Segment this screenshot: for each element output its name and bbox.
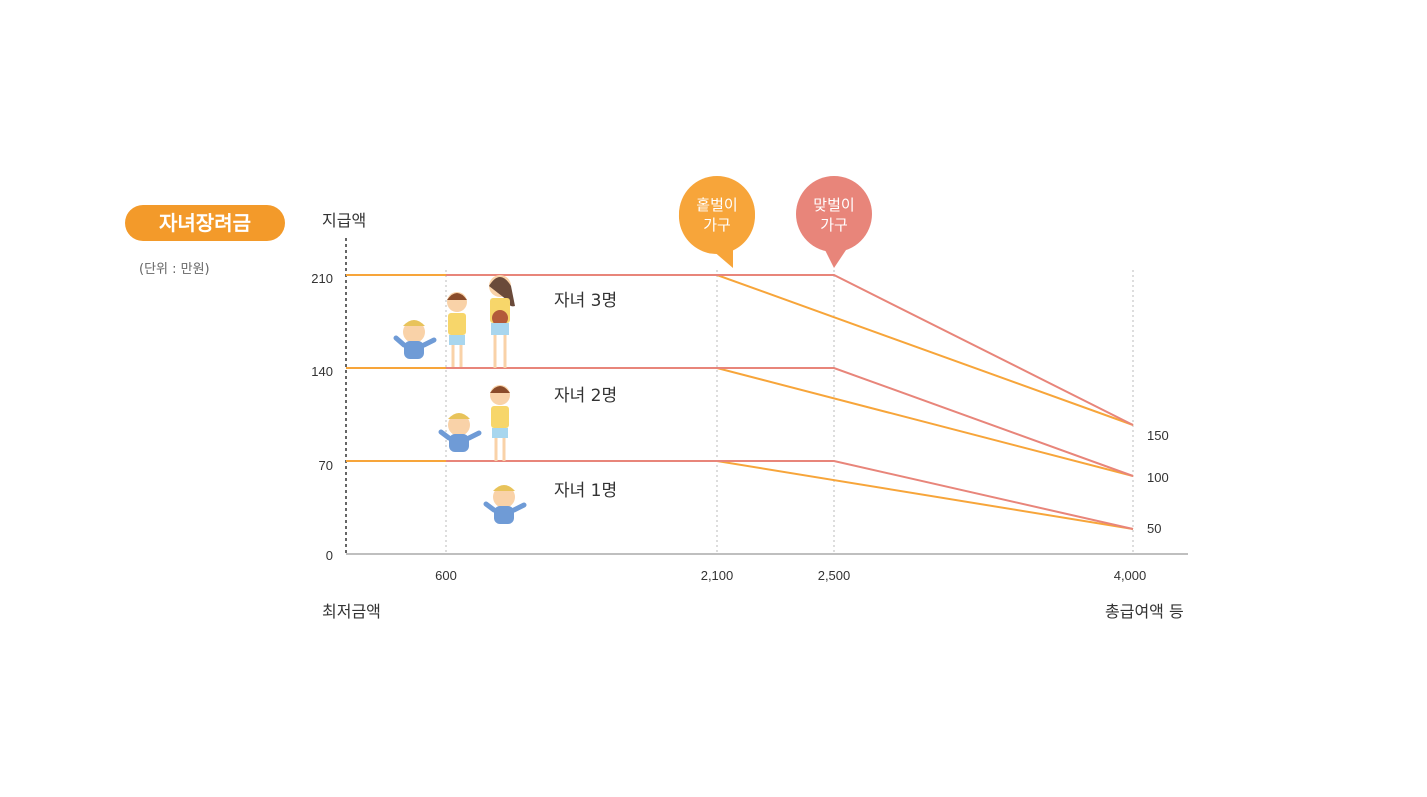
unit-note: (단위 : 만원)	[139, 262, 210, 277]
x-tick-label: 2,500	[818, 568, 851, 583]
dual-earner-bubble-circle	[796, 176, 872, 252]
x-axis-label-left: 최저금액	[322, 602, 381, 621]
y-tick-label: 140	[311, 364, 333, 379]
single-earner-bubble-line1: 홑벌이	[696, 196, 737, 214]
dual-earner-bubble-line1: 맞벌이	[813, 196, 854, 214]
baby-illustration	[393, 320, 437, 359]
dual-earner-bubble-line2: 가구	[820, 216, 848, 234]
series-line	[446, 460, 1134, 530]
x-tick-label: 600	[435, 568, 457, 583]
girl-illustration	[489, 275, 515, 368]
boy-illustration	[447, 292, 467, 367]
y-tick-label: 70	[319, 458, 333, 473]
end-value-label: 100	[1147, 470, 1169, 485]
y-tick-label: 210	[311, 271, 333, 286]
row-label-3-children: 자녀 3명	[554, 291, 617, 311]
title-badge: 자녀장려금	[125, 205, 285, 241]
row-label-1-child: 자녀 1명	[554, 481, 617, 501]
boy-illustration	[490, 385, 510, 461]
baby-illustration	[483, 485, 527, 524]
end-value-label: 150	[1147, 428, 1169, 443]
dual-earner-bubble-tail	[822, 244, 850, 268]
series-group	[346, 274, 1134, 530]
baby-illustration	[438, 413, 482, 452]
y-axis-label: 지급액	[322, 211, 367, 230]
children-illustration-1	[483, 485, 527, 524]
dual-earner-bubble: 맞벌이 가구	[796, 176, 872, 268]
x-tick-label: 2,100	[701, 568, 734, 583]
x-axis-label-right: 총급여액 등	[1105, 602, 1184, 621]
x-tick-label: 4,000	[1114, 568, 1147, 583]
children-illustration-3	[393, 275, 515, 368]
series-line	[446, 367, 1134, 477]
series-line	[446, 274, 1134, 426]
single-earner-bubble-circle	[679, 176, 755, 252]
series-line	[346, 460, 1134, 530]
guide-lines	[445, 270, 1134, 554]
single-earner-bubble-line2: 가구	[703, 216, 731, 234]
single-earner-bubble: 홑벌이 가구	[678, 176, 755, 268]
row-label-2-children: 자녀 2명	[554, 386, 617, 406]
children-illustration-2	[438, 385, 510, 461]
single-earner-bubble-tail	[705, 244, 733, 268]
y-tick-label: 0	[326, 548, 333, 563]
end-value-label: 50	[1147, 521, 1161, 536]
